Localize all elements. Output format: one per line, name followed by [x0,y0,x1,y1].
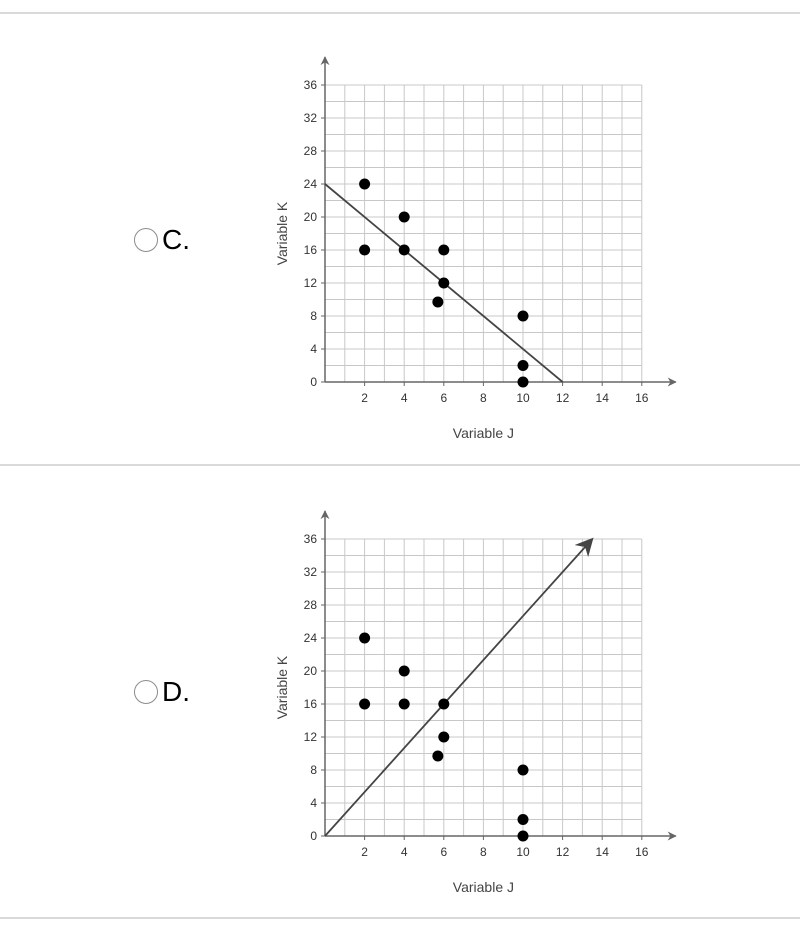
y-tick-label: 12 [304,730,318,744]
option-d-radio-group[interactable]: D. [134,678,190,706]
data-point [398,211,410,223]
x-tick-label: 16 [635,391,649,405]
y-tick-label: 32 [304,111,318,125]
x-tick-label: 12 [556,845,570,859]
data-point [398,244,410,256]
data-point [517,376,529,388]
y-tick-label: 0 [310,375,317,389]
y-tick-label: 8 [310,309,317,323]
data-point [359,178,371,190]
option-c-radio-group[interactable]: C. [134,226,190,254]
x-tick-label: 8 [480,391,487,405]
answer-option-c: C. 2 4 6 8 10 12 14 16 0 4 8 12 16 20 24 28 32 36 Variable… [0,14,800,464]
option-c-label: C. [162,224,190,255]
y-tick-label: 20 [304,210,318,224]
x-tick-label: 12 [556,391,570,405]
y-tick-label: 36 [304,78,318,92]
data-point [438,244,450,256]
y-axis-title: Variable K [274,655,290,719]
x-tick-label: 4 [401,391,408,405]
data-point [398,698,410,710]
y-axis-title: Variable K [274,201,290,265]
data-point [517,830,529,842]
data-point [359,244,371,256]
data-point [438,731,450,743]
option-d-radio-button[interactable] [134,680,158,704]
y-tick-label: 24 [304,631,318,645]
data-point [432,750,444,762]
x-tick-label: 6 [440,845,447,859]
y-tick-label: 8 [310,763,317,777]
x-tick-label: 10 [516,391,530,405]
data-point [359,632,371,644]
x-tick-label: 8 [480,845,487,859]
data-point [438,277,450,289]
y-tick-label: 32 [304,565,318,579]
y-tick-label: 16 [304,243,318,257]
data-point [517,310,529,322]
y-tick-label: 36 [304,532,318,546]
y-tick-label: 0 [310,829,317,843]
data-point [432,296,444,308]
x-tick-label: 6 [440,391,447,405]
x-tick-label: 16 [635,845,649,859]
x-tick-label: 4 [401,845,408,859]
option-d-label: D. [162,676,190,707]
y-tick-label: 4 [310,796,317,810]
x-axis-title: Variable J [453,879,514,895]
y-tick-label: 16 [304,697,318,711]
y-tick-label: 28 [304,598,318,612]
y-tick-label: 20 [304,664,318,678]
middle-divider [0,464,800,466]
y-tick-label: 24 [304,177,318,191]
data-point [517,764,529,776]
trend-line [324,537,594,837]
data-point [359,698,371,710]
data-point [517,814,529,825]
data-point [517,360,529,371]
data-point [438,698,450,710]
data-point [398,665,410,677]
y-tick-label: 28 [304,144,318,158]
answer-option-d: D. 2 4 6 8 10 12 14 16 0 4 8 12 16 20 24 28 32 36 Variable… [0,466,800,916]
top-divider [0,12,800,14]
y-tick-label: 4 [310,342,317,356]
x-axis-title: Variable J [453,425,514,441]
y-tick-label: 12 [304,276,318,290]
x-tick-label: 10 [516,845,530,859]
x-tick-label: 14 [596,391,610,405]
x-tick-label: 14 [596,845,610,859]
option-c-radio-button[interactable] [134,228,158,252]
bottom-divider [0,917,800,919]
x-tick-label: 2 [361,845,368,859]
x-tick-label: 2 [361,391,368,405]
